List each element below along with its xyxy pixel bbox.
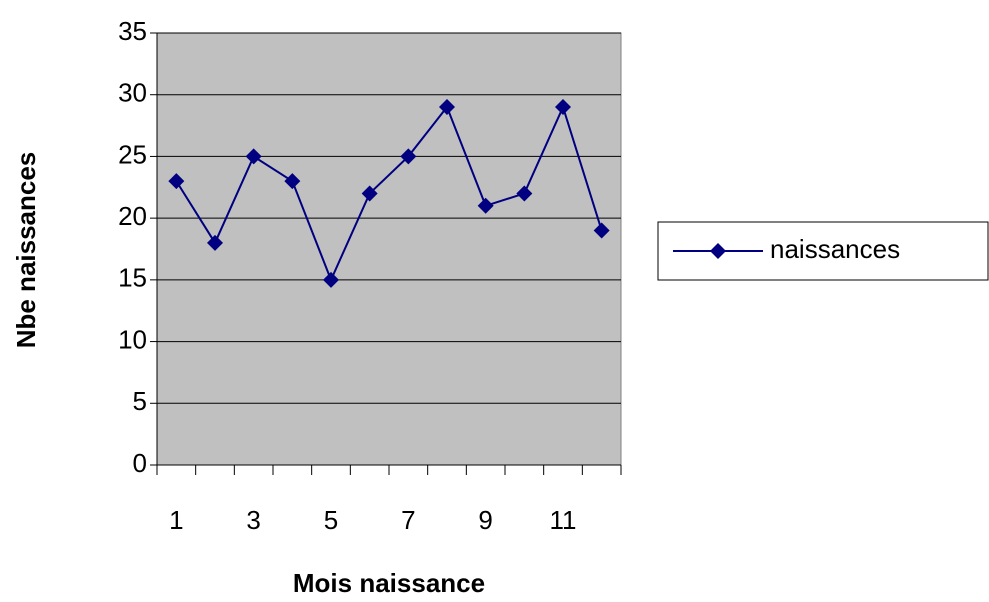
y-tick-label: 5 [133,386,147,416]
y-tick-label: 35 [118,16,147,46]
y-tick-label: 30 [118,78,147,108]
x-tick-label: 7 [401,505,415,535]
marker [516,185,533,202]
y-axis-title: Nbe naissances [11,152,41,349]
x-tick-label: 5 [324,505,338,535]
marker [284,173,301,190]
x-tick-label: 9 [478,505,492,535]
marker [245,148,262,165]
y-tick-label: 25 [118,139,147,169]
marker [168,173,185,190]
y-tick-label: 20 [118,201,147,231]
marker [323,271,339,288]
legend-label: naissances [770,234,900,264]
marker [400,148,417,165]
x-tick-label: 11 [550,505,577,535]
marker [439,99,455,116]
y-tick-label: 15 [118,263,147,293]
x-axis-title: Mois naissance [293,568,485,598]
series-line [175,104,603,283]
x-tick-label: 3 [246,505,260,535]
y-tick-label: 10 [118,324,147,354]
marker [555,99,571,116]
marker [593,222,610,239]
marker [361,185,378,202]
marker [477,197,494,214]
marker [207,234,223,251]
legend-marker [710,243,726,259]
y-tick-label: 0 [133,448,147,478]
plot-area [156,32,622,466]
x-tick-label: 1 [169,505,183,535]
